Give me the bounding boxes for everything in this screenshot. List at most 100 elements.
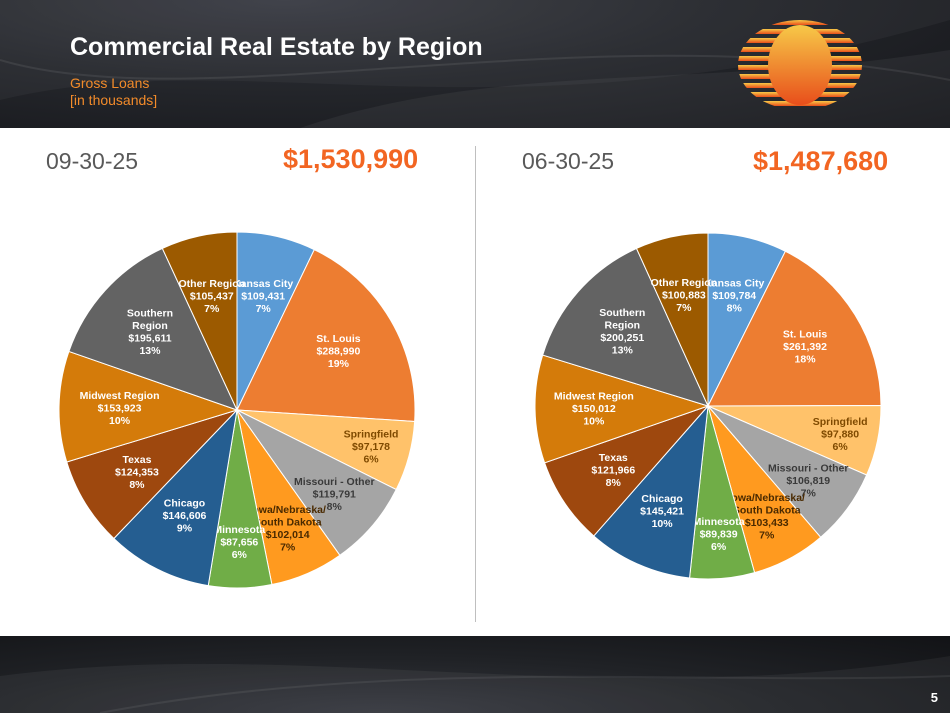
page-title: Commercial Real Estate by Region bbox=[70, 33, 483, 61]
slice-value-springfield: $97,880 bbox=[821, 428, 859, 440]
slice-name-chicago: Chicago bbox=[641, 493, 682, 505]
slice-value-chicago: $146,606 bbox=[163, 510, 207, 522]
slice-percent-minnesota: 6% bbox=[232, 549, 248, 561]
slice-name-iowa-nebraska-south-dakota: Iowa/Nebraska/ bbox=[249, 504, 326, 516]
slice-percent-chicago: 10% bbox=[652, 518, 674, 530]
pie-slice-other-region bbox=[161, 231, 238, 411]
slice-value-st-louis: $288,990 bbox=[317, 346, 361, 358]
pie-slice-other-region bbox=[635, 232, 709, 407]
slice-percent-missouri-other: 7% bbox=[801, 487, 817, 499]
slice-percent-other-region: 7% bbox=[676, 302, 692, 314]
footer-swoosh-decoration bbox=[0, 656, 950, 713]
slice-value-st-louis: $261,392 bbox=[783, 341, 827, 353]
pie-slice-st-louis bbox=[236, 248, 416, 422]
slice-value-other-region: $105,437 bbox=[190, 290, 234, 302]
slice-value-missouri-other: $106,819 bbox=[786, 475, 830, 487]
slice-value-southern-region: $195,611 bbox=[128, 332, 171, 344]
slice-name-midwest-region: Midwest Region bbox=[554, 391, 634, 403]
slice-percent-other-region: 7% bbox=[204, 303, 220, 315]
slice-percent-midwest-region: 10% bbox=[583, 416, 605, 428]
slice-value-minnesota: $89,839 bbox=[700, 529, 738, 541]
slice-value-texas: $121,966 bbox=[591, 465, 635, 477]
right-chart-total: $1,487,680 bbox=[753, 146, 889, 176]
slice-value-missouri-other: $119,791 bbox=[313, 488, 356, 500]
slice-percent-iowa-nebraska-south-dakota: 7% bbox=[280, 541, 296, 553]
slice-value-other-region: $100,883 bbox=[662, 289, 706, 301]
pie-slice-texas bbox=[543, 404, 710, 537]
slice-name-iowa-nebraska-south-dakota: Iowa/Nebraska/ bbox=[729, 492, 806, 504]
left-chart-total: $1,530,990 bbox=[283, 144, 419, 174]
slice-name-missouri-other: Missouri - Other bbox=[294, 476, 375, 488]
slice-name-texas: Texas bbox=[599, 452, 628, 464]
slice-name-st-louis: St. Louis bbox=[783, 328, 827, 340]
slice-value-midwest-region: $153,923 bbox=[98, 403, 142, 415]
slice-percent-st-louis: 19% bbox=[328, 358, 350, 370]
slice-percent-iowa-nebraska-south-dakota: 7% bbox=[759, 530, 775, 542]
slice-name-minnesota: Minnesota bbox=[693, 516, 745, 528]
pie-slice-midwest-region bbox=[534, 354, 710, 464]
pie-slice-midwest-region bbox=[58, 350, 239, 463]
subtitle-line-2: [in thousands] bbox=[70, 92, 158, 108]
pie-slice-chicago bbox=[113, 408, 238, 587]
slice-percent-texas: 8% bbox=[129, 479, 145, 491]
slice-percent-springfield: 6% bbox=[363, 454, 379, 466]
slice-percent-midwest-region: 10% bbox=[109, 415, 131, 427]
slice-name-missouri-other: Missouri - Other bbox=[768, 462, 849, 474]
slice-percent-st-louis: 18% bbox=[795, 353, 817, 365]
slice-name-iowa-nebraska-south-dakota: South Dakota bbox=[254, 516, 322, 528]
slice-name-minnesota: Minnesota bbox=[213, 524, 265, 536]
slice-value-iowa-nebraska-south-dakota: $102,014 bbox=[266, 529, 310, 541]
slice-name-texas: Texas bbox=[122, 454, 151, 466]
slice-percent-chicago: 9% bbox=[177, 523, 193, 535]
slice-name-other-region: Other Region bbox=[179, 278, 246, 290]
slice-name-southern-region: Southern bbox=[127, 307, 173, 319]
slice-value-kansas-city: $109,431 bbox=[241, 290, 285, 302]
pie-slice-st-louis bbox=[707, 250, 882, 407]
page-subtitle: Gross Loans [in thousands] bbox=[70, 75, 157, 109]
pie-slice-chicago bbox=[593, 404, 709, 579]
page-number: 5 bbox=[930, 690, 938, 705]
slice-name-southern-region: Region bbox=[132, 320, 168, 332]
pie-slice-texas bbox=[66, 408, 239, 540]
slice-percent-kansas-city: 7% bbox=[256, 303, 272, 315]
slice-percent-southern-region: 13% bbox=[612, 344, 634, 356]
slice-value-minnesota: $87,656 bbox=[220, 537, 258, 549]
content-panel: 09-30-25 $1,530,990 06-30-25 $1,487,680 … bbox=[0, 128, 950, 636]
pie-slice-southern-region bbox=[542, 247, 709, 407]
slice-name-chicago: Chicago bbox=[164, 498, 205, 510]
slice-percent-southern-region: 13% bbox=[139, 345, 161, 357]
right-chart-date: 06-30-25 bbox=[522, 148, 615, 174]
slice-value-iowa-nebraska-south-dakota: $103,433 bbox=[745, 517, 789, 529]
left-chart-date: 09-30-25 bbox=[46, 148, 139, 174]
slice-percent-minnesota: 6% bbox=[711, 541, 727, 553]
slice-name-midwest-region: Midwest Region bbox=[80, 390, 160, 402]
slice-value-southern-region: $200,251 bbox=[600, 332, 644, 344]
slice-name-st-louis: St. Louis bbox=[316, 333, 360, 345]
slice-name-southern-region: Southern bbox=[599, 307, 645, 319]
slice-name-other-region: Other Region bbox=[651, 277, 718, 289]
striped-sun-logo-icon bbox=[738, 20, 862, 106]
slice-percent-kansas-city: 8% bbox=[727, 302, 743, 314]
header-band: Commercial Real Estate by Region Gross L… bbox=[0, 0, 950, 128]
